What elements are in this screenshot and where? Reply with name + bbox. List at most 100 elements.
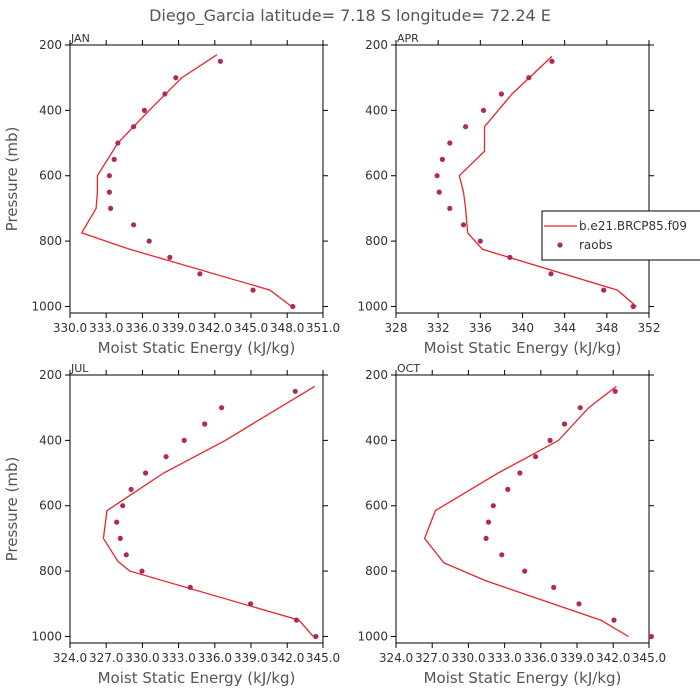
raobs-point [548, 271, 554, 277]
panel-jan: JAN 330.0 333.0 336.0 339.0 342.0 345.0 348.0 35… [3, 32, 340, 357]
x-tick-label: 328 [385, 321, 408, 335]
panel-oct: OCT 324.0 327.0 330.0 333.0 336.0 339.0 342.0 34… [357, 362, 666, 687]
raobs-point [561, 421, 568, 427]
y-tick-label: 600 [365, 499, 388, 513]
raobs-point [197, 271, 203, 277]
raobs-point [505, 486, 511, 492]
panel-jul: JUL 324.0 327.0 330.0 333.0 336.0 339.0 342.0 34… [3, 362, 340, 687]
y-tick-label: 1000 [357, 629, 388, 643]
x-tick-label: 336.0 [198, 651, 232, 665]
raobs-point [460, 222, 467, 228]
raobs-point [601, 287, 607, 293]
panel-label: JUL [70, 362, 89, 375]
y-tick-label: 400 [365, 433, 388, 447]
raobs-point [128, 486, 134, 492]
x-tick-label: 324.0 [53, 651, 87, 665]
raobs-point [293, 617, 300, 623]
raobs-point [181, 437, 187, 443]
x-tick-label: 330.0 [53, 321, 87, 335]
raobs-point [106, 189, 112, 195]
x-axis-label: Moist Static Energy (kJ/kg) [424, 339, 622, 357]
raobs-point [143, 470, 149, 476]
raobs-point [108, 205, 114, 211]
raobs-point [549, 58, 555, 64]
raobs-point [111, 156, 117, 162]
y-tick-label: 800 [365, 234, 388, 248]
x-tick-label: 344 [553, 321, 576, 335]
x-axis-label: Moist Static Energy (kJ/kg) [424, 669, 622, 687]
model-series-line [423, 385, 629, 638]
raobs-point [120, 503, 126, 509]
model-series-line [80, 54, 292, 308]
x-tick-label: 345.0 [306, 651, 340, 665]
y-tick-label: 400 [39, 433, 62, 447]
model-series-line [458, 55, 637, 307]
x-tick-label: 336.0 [524, 651, 558, 665]
raobs-point [490, 503, 496, 509]
y-tick-label: 400 [365, 103, 388, 117]
x-tick-label: 324.0 [379, 651, 413, 665]
raobs-point [167, 254, 173, 260]
x-tick-label: 348.0 [270, 321, 304, 335]
legend-raobs-label: raobs [579, 238, 613, 252]
raobs-point [436, 189, 442, 195]
y-tick-label: 800 [365, 564, 388, 578]
raobs-point [439, 156, 445, 162]
x-tick-label: 339.0 [234, 651, 268, 665]
raobs-point [547, 437, 553, 443]
x-tick-label: 339.0 [560, 651, 594, 665]
x-tick-label: 333.0 [487, 651, 521, 665]
raobs-point [162, 91, 168, 97]
x-axis-label: Moist Static Energy (kJ/kg) [98, 669, 296, 687]
figure-title: Diego_Garcia latitude= 7.18 S longitude=… [149, 6, 551, 26]
x-tick-label: 345.0 [632, 651, 666, 665]
legend-box [541, 210, 700, 261]
legend-raobs-swatch [557, 242, 563, 248]
raobs-point [163, 454, 169, 460]
model-series-line [102, 385, 315, 637]
raobs-point [187, 584, 193, 591]
raobs-point [123, 552, 129, 558]
y-tick-label: 400 [39, 103, 62, 117]
x-tick-label: 333.0 [89, 321, 123, 335]
y-axis-label: Pressure (mb) [3, 127, 21, 232]
y-tick-label: 800 [39, 234, 62, 248]
raobs-point [447, 140, 453, 146]
panel-apr: APR 328 332 336 340 344 348 352 200 400 600 800 1000… [357, 32, 660, 357]
y-tick-label: 200 [365, 38, 388, 52]
legend: b.e21.BRCP85.f09 raobs [541, 210, 700, 261]
plot-frame [395, 44, 650, 314]
raobs-point [526, 75, 532, 81]
x-tick-label: 348 [595, 321, 618, 335]
panel-label: APR [397, 32, 419, 45]
raobs-point [217, 58, 223, 64]
raobs-point [173, 75, 179, 81]
x-tick-label: 339.0 [161, 321, 195, 335]
x-tick-label: 342.0 [596, 651, 630, 665]
plot-frame [69, 44, 324, 314]
x-tick-label: 332 [427, 321, 450, 335]
x-tick-label: 330.0 [125, 651, 159, 665]
raobs-point [480, 107, 487, 113]
x-tick-label: 352 [638, 321, 661, 335]
x-tick-label: 330.0 [451, 651, 485, 665]
raobs-point [202, 421, 208, 427]
raobs-point [106, 173, 112, 179]
y-tick-label: 200 [39, 38, 62, 52]
y-tick-label: 1000 [31, 629, 62, 643]
y-tick-label: 200 [365, 368, 388, 382]
raobs-point [551, 584, 557, 591]
raobs-point [292, 388, 298, 394]
y-tick-label: 600 [365, 169, 388, 183]
raobs-point [630, 303, 636, 310]
x-axis-label: Moist Static Energy (kJ/kg) [98, 339, 296, 357]
raobs-point [477, 238, 483, 244]
raobs-point [507, 254, 513, 260]
x-tick-label: 342.0 [198, 321, 232, 335]
raobs-point [576, 601, 582, 607]
panel-label: OCT [397, 362, 420, 375]
raobs-point [114, 519, 120, 525]
plot-frame [69, 374, 324, 644]
y-tick-label: 200 [39, 368, 62, 382]
